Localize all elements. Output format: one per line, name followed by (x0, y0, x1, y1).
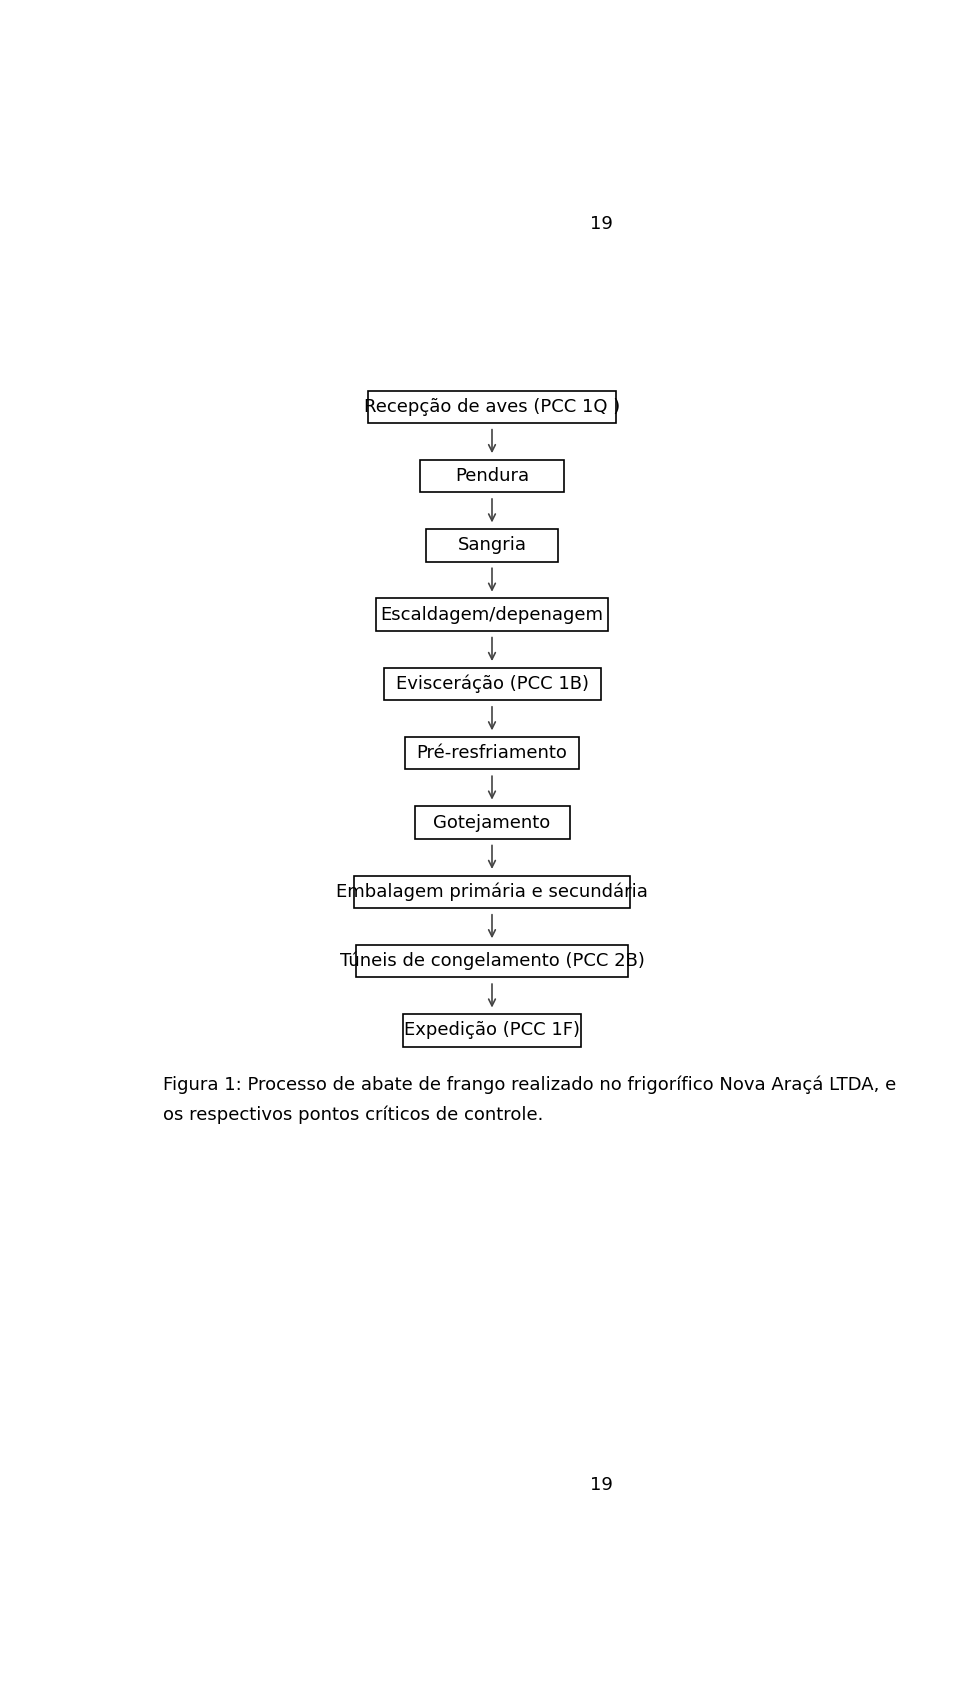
FancyBboxPatch shape (383, 667, 601, 701)
Text: Recepção de aves (PCC 1Q ): Recepção de aves (PCC 1Q ) (364, 397, 620, 415)
Text: Pendura: Pendura (455, 468, 529, 485)
FancyBboxPatch shape (415, 806, 569, 839)
Text: Sangria: Sangria (458, 537, 526, 554)
FancyBboxPatch shape (356, 944, 628, 978)
FancyBboxPatch shape (420, 459, 564, 491)
Text: Túneis de congelamento (PCC 2B): Túneis de congelamento (PCC 2B) (340, 953, 644, 971)
FancyBboxPatch shape (403, 1015, 581, 1047)
Text: Escaldagem/depenagem: Escaldagem/depenagem (380, 606, 604, 623)
FancyBboxPatch shape (375, 598, 609, 630)
Text: Expedição (PCC 1F): Expedição (PCC 1F) (404, 1022, 580, 1039)
Text: 19: 19 (589, 215, 612, 233)
FancyBboxPatch shape (405, 736, 579, 770)
Text: Figura 1: Processo de abate de frango realizado no frigorífico Nova Araçá LTDA, : Figura 1: Processo de abate de frango re… (162, 1076, 896, 1093)
Text: os respectivos pontos críticos de controle.: os respectivos pontos críticos de contro… (162, 1106, 543, 1125)
Text: Pré-resfriamento: Pré-resfriamento (417, 745, 567, 762)
Text: Gotejamento: Gotejamento (433, 814, 551, 831)
FancyBboxPatch shape (368, 390, 616, 422)
FancyBboxPatch shape (354, 875, 630, 909)
Text: Evisceráção (PCC 1B): Evisceráção (PCC 1B) (396, 674, 588, 692)
Text: Embalagem primária e secundária: Embalagem primária e secundária (336, 883, 648, 900)
FancyBboxPatch shape (426, 529, 558, 561)
Text: 19: 19 (589, 1476, 612, 1493)
